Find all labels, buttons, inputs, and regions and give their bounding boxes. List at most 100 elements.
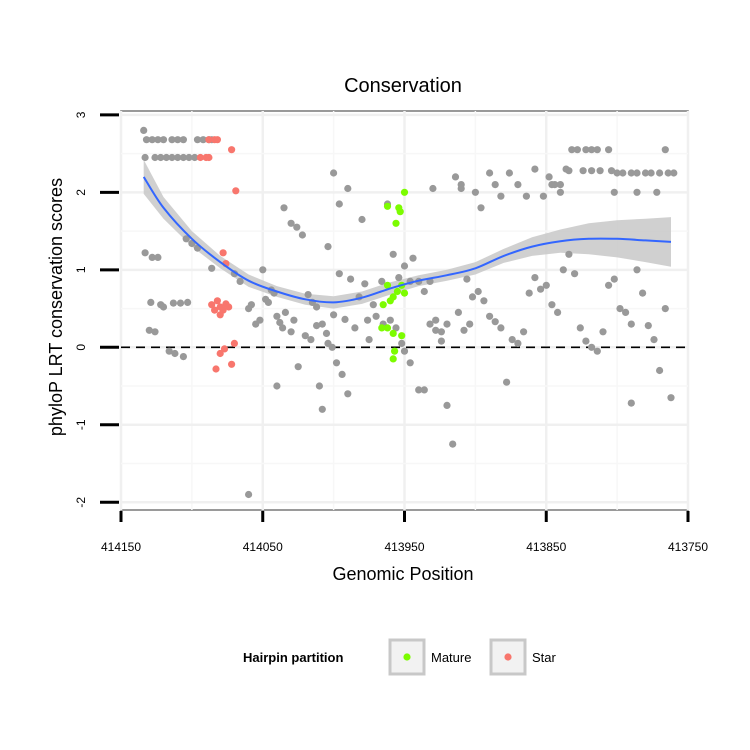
other-point	[543, 282, 550, 289]
other-point	[323, 330, 330, 337]
other-point	[565, 167, 572, 174]
other-point	[366, 336, 373, 343]
other-point	[279, 324, 286, 331]
other-point	[387, 317, 394, 324]
other-point	[486, 313, 493, 320]
mature-point	[390, 355, 397, 362]
other-point	[633, 189, 640, 196]
star-point	[205, 154, 212, 161]
other-point	[662, 146, 669, 153]
mature-point	[401, 189, 408, 196]
other-point	[339, 371, 346, 378]
other-point	[259, 266, 266, 273]
other-point	[577, 324, 584, 331]
mature-point	[392, 220, 399, 227]
other-point	[361, 280, 368, 287]
other-point	[180, 353, 187, 360]
other-point	[390, 251, 397, 258]
star-point	[212, 365, 219, 372]
other-point	[256, 317, 263, 324]
other-point	[656, 169, 663, 176]
other-point	[290, 317, 297, 324]
other-point	[605, 282, 612, 289]
other-point	[565, 251, 572, 258]
other-point	[170, 300, 177, 307]
other-point	[336, 200, 343, 207]
other-point	[160, 303, 167, 310]
other-point	[147, 299, 154, 306]
other-point	[599, 328, 606, 335]
other-point	[154, 254, 161, 261]
other-point	[477, 204, 484, 211]
other-point	[514, 181, 521, 188]
other-point	[520, 328, 527, 335]
mature-point	[387, 297, 394, 304]
other-point	[370, 301, 377, 308]
other-point	[330, 311, 337, 318]
other-point	[248, 301, 255, 308]
x-axis-label: Genomic Position	[332, 564, 473, 584]
other-point	[319, 406, 326, 413]
other-point	[280, 204, 287, 211]
other-point	[299, 231, 306, 238]
y-tick-label: 2	[74, 189, 88, 196]
other-point	[458, 181, 465, 188]
other-point	[395, 274, 402, 281]
other-point	[650, 336, 657, 343]
other-point	[452, 173, 459, 180]
other-point	[351, 324, 358, 331]
other-point	[151, 328, 158, 335]
star-point	[214, 297, 221, 304]
other-point	[273, 313, 280, 320]
other-point	[305, 291, 312, 298]
other-point	[443, 321, 450, 328]
other-point	[546, 173, 553, 180]
other-point	[443, 402, 450, 409]
other-point	[608, 167, 615, 174]
other-point	[171, 350, 178, 357]
star-point	[225, 303, 232, 310]
other-point	[373, 313, 380, 320]
other-point	[293, 224, 300, 231]
other-point	[492, 318, 499, 325]
other-point	[633, 266, 640, 273]
other-point	[582, 338, 589, 345]
other-point	[548, 181, 555, 188]
y-tick-label: -2	[74, 497, 88, 508]
other-point	[341, 316, 348, 323]
mature-point	[380, 301, 387, 308]
other-point	[438, 338, 445, 345]
other-point	[421, 386, 428, 393]
other-point	[653, 189, 660, 196]
other-point	[597, 167, 604, 174]
other-point	[667, 394, 674, 401]
y-axis-label: phyloP LRT conservation scores	[46, 178, 66, 436]
other-point	[557, 189, 564, 196]
mature-point	[394, 288, 401, 295]
other-point	[460, 327, 467, 334]
other-point	[282, 309, 289, 316]
other-point	[330, 169, 337, 176]
other-point	[588, 167, 595, 174]
other-point	[307, 336, 314, 343]
other-point	[611, 189, 618, 196]
other-point	[313, 322, 320, 329]
other-point	[184, 299, 191, 306]
y-tick-label: 0	[74, 344, 88, 351]
other-point	[594, 348, 601, 355]
other-point	[548, 301, 555, 308]
other-point	[486, 169, 493, 176]
other-point	[645, 322, 652, 329]
mature-point	[391, 348, 398, 355]
other-point	[316, 382, 323, 389]
mature-point	[378, 324, 385, 331]
legend: Hairpin partition Mature Star	[243, 640, 557, 674]
other-point	[633, 169, 640, 176]
other-point	[514, 340, 521, 347]
y-tick-label: 3	[74, 111, 88, 118]
other-point	[497, 324, 504, 331]
other-point	[475, 288, 482, 295]
other-point	[160, 136, 167, 143]
star-point	[228, 146, 235, 153]
other-point	[273, 382, 280, 389]
